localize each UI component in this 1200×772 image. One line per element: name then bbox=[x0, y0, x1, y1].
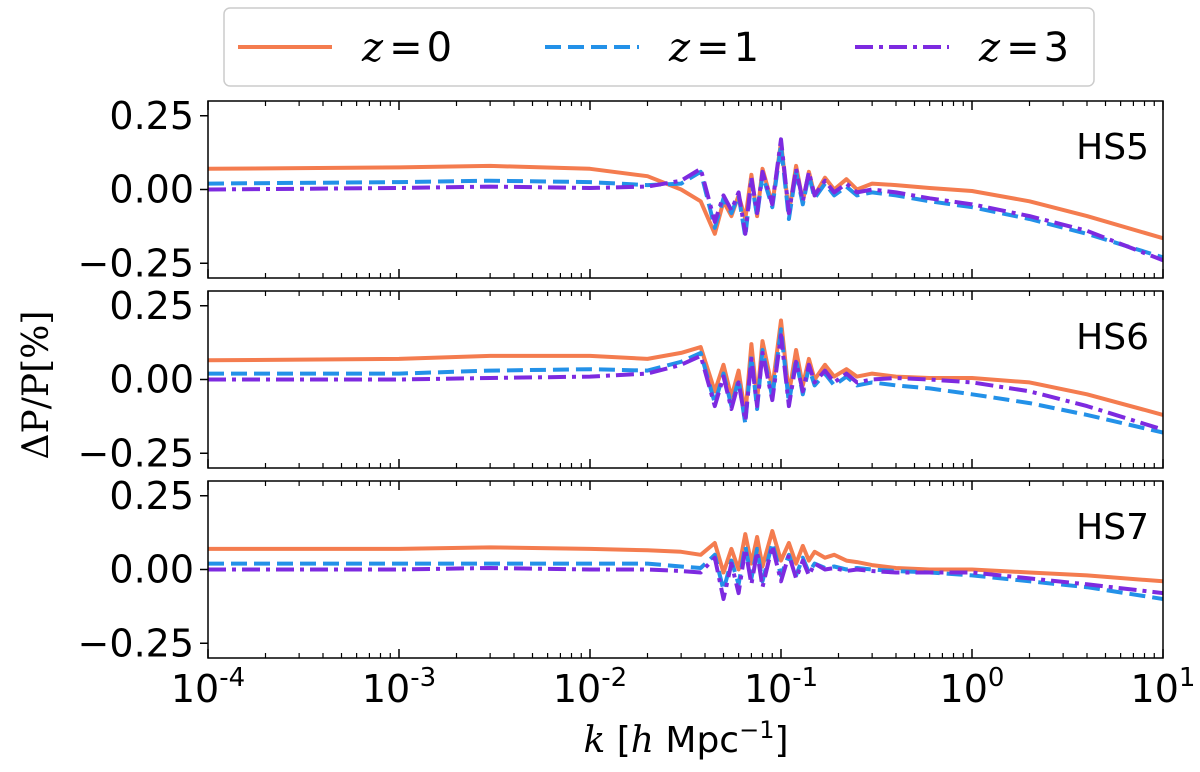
x-tick-label: 100 bbox=[940, 663, 1005, 711]
y-tick-label: 0.00 bbox=[109, 168, 194, 212]
series-line-hs6-z3 bbox=[208, 333, 1163, 432]
legend-label: z = 1 bbox=[668, 25, 759, 71]
y-tick-label: 0.00 bbox=[109, 548, 194, 592]
x-tick-label: 10-2 bbox=[553, 663, 627, 711]
x-tick-labels: 10-4 10-3 10-2 10-1 100 101 bbox=[171, 663, 1196, 711]
y-tick-label: 0.25 bbox=[109, 284, 194, 328]
y-tick-label: 0.25 bbox=[109, 94, 194, 138]
y-tick-label: 0.00 bbox=[109, 358, 194, 402]
y-axis-label: ΔP/P[%] bbox=[16, 311, 57, 460]
series-line-hs5-z3 bbox=[208, 137, 1163, 263]
legend-label: z = 0 bbox=[361, 25, 452, 71]
series-line-hs7-z0 bbox=[208, 529, 1163, 584]
panel-label: HS7 bbox=[1076, 507, 1149, 548]
x-tick-label: 10-3 bbox=[362, 663, 436, 711]
series-line-hs6-z1 bbox=[208, 327, 1163, 435]
panels: 0.25 0.00 −0.25 HS5 0.25 0.00 −0.25 HS6 0.25 0.00… bbox=[78, 94, 1164, 665]
panel-hs6: 0.25 0.00 −0.25 HS6 bbox=[78, 284, 1164, 475]
x-tick-label: 10-1 bbox=[744, 663, 818, 711]
panel-label: HS5 bbox=[1076, 127, 1149, 168]
x-tick-label: 101 bbox=[1131, 663, 1196, 711]
y-tick-label: −0.25 bbox=[78, 431, 194, 475]
x-tick-label: 10-4 bbox=[171, 663, 245, 711]
legend-box bbox=[223, 7, 1095, 87]
panel-hs5: 0.25 0.00 −0.25 HS5 bbox=[78, 94, 1164, 285]
legend-entry: z = 1 bbox=[545, 25, 759, 71]
x-axis-label: k [h Mpc−1] bbox=[583, 716, 788, 761]
y-tick-label: 0.25 bbox=[109, 474, 194, 518]
panel-hs7: 0.25 0.00 −0.25 HS7 bbox=[78, 474, 1164, 665]
panel-label: HS6 bbox=[1076, 317, 1149, 358]
legend-entry: z = 0 bbox=[238, 25, 452, 71]
series-line-hs7-z3 bbox=[208, 543, 1163, 601]
legend-label: z = 3 bbox=[978, 25, 1069, 71]
y-tick-label: −0.25 bbox=[78, 621, 194, 665]
legend: z = 0 z = 1 z = 3 bbox=[223, 7, 1095, 87]
y-tick-label: −0.25 bbox=[78, 241, 194, 285]
series-line-hs6-z0 bbox=[208, 318, 1163, 417]
legend-entry: z = 3 bbox=[855, 25, 1069, 71]
